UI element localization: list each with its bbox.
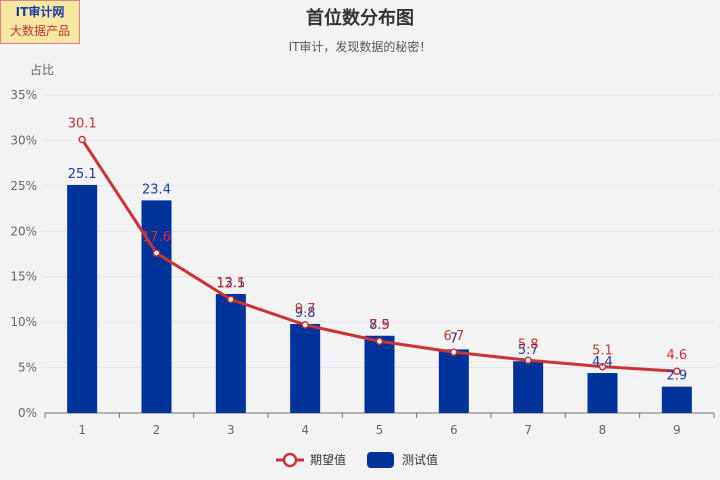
y-axis-label: 占比 xyxy=(30,62,54,77)
badge-line2: 大数据产品 xyxy=(9,24,70,38)
bar-data-label: 5.7 xyxy=(518,343,539,358)
x-tick-label: 1 xyxy=(78,423,86,437)
y-tick-label: 10% xyxy=(10,315,37,329)
brand-badge: IT审计网 大数据产品 xyxy=(0,0,80,44)
chart-title: 首位数分布图 xyxy=(306,8,414,29)
y-tick-label: 30% xyxy=(10,133,37,147)
line-data-label: 30.1 xyxy=(68,117,97,132)
x-tick-label: 8 xyxy=(599,423,607,437)
x-tick-label: 4 xyxy=(301,423,309,437)
line-data-label: 9.7 xyxy=(295,302,316,317)
bar xyxy=(67,184,98,413)
x-tick-label: 3 xyxy=(227,423,235,437)
bar xyxy=(438,349,469,413)
badge-line1: IT审计网 xyxy=(15,5,65,19)
bar xyxy=(661,386,692,413)
x-tick-label: 5 xyxy=(376,423,384,437)
line-point xyxy=(78,135,86,144)
bar-data-label: 13.1 xyxy=(216,276,245,291)
bar-data-label: 25.1 xyxy=(68,167,97,182)
line-point xyxy=(152,249,161,257)
y-tick-label: 15% xyxy=(10,270,37,284)
x-tick-label: 6 xyxy=(450,423,458,437)
y-tick-label: 25% xyxy=(10,179,37,193)
bar-data-label: 23.4 xyxy=(142,182,171,197)
x-tick-label: 7 xyxy=(524,423,532,437)
line-point xyxy=(375,337,384,345)
bar xyxy=(513,361,544,413)
x-tick-label: 2 xyxy=(153,423,161,437)
legend-bar-label: 测试值 xyxy=(402,452,438,467)
line-data-label: 4.6 xyxy=(666,348,687,363)
bar xyxy=(364,335,395,413)
line-data-label: 17.6 xyxy=(142,230,171,245)
bar-data-label: 8.5 xyxy=(369,318,390,333)
line-point xyxy=(673,367,681,375)
bar-data-label: 2.9 xyxy=(666,369,687,384)
line-data-label: 6.7 xyxy=(443,329,464,344)
chart-subtitle: IT审计，发现数据的秘密！ xyxy=(288,40,432,54)
legend-line-marker xyxy=(282,452,298,468)
bar xyxy=(587,373,618,413)
bar-data-label: 4.4 xyxy=(592,355,613,370)
legend-bar-swatch xyxy=(367,452,394,468)
bar-data-label: 9.8 xyxy=(295,306,316,321)
legend-line-label: 期望值 xyxy=(310,452,346,467)
y-tick-label: 5% xyxy=(18,361,37,375)
y-tick-label: 0% xyxy=(18,406,37,420)
line-point xyxy=(598,362,607,371)
line-point xyxy=(524,356,532,365)
bar xyxy=(290,323,321,413)
line-point xyxy=(301,321,309,329)
bar xyxy=(215,293,246,413)
x-tick-label: 9 xyxy=(673,423,681,437)
line-point xyxy=(450,348,458,356)
y-tick-label: 35% xyxy=(10,88,37,102)
line-data-label: 5.8 xyxy=(518,337,539,352)
bar-data-label: 7 xyxy=(450,331,458,346)
line-data-label: 12.5 xyxy=(216,276,245,291)
line-data-label: 5.1 xyxy=(592,344,613,359)
y-tick-label: 20% xyxy=(10,224,37,238)
line-point xyxy=(227,295,235,304)
line-data-label: 7.9 xyxy=(369,318,390,333)
